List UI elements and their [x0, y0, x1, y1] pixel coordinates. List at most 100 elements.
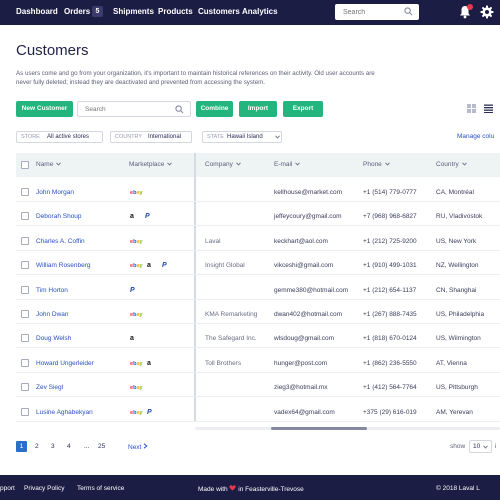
- company-cell: Insight Global: [205, 262, 245, 269]
- select-all-checkbox[interactable]: [21, 161, 29, 169]
- country-cell: CN, Shanghai: [436, 287, 477, 294]
- company-cell: The Safegard Inc.: [205, 335, 257, 342]
- global-search[interactable]: [335, 4, 419, 20]
- customer-name-link[interactable]: Deborah Shoup: [36, 213, 82, 220]
- customer-name-link[interactable]: Howard Ungerleider: [36, 360, 94, 367]
- filter-country-key: COUNTRY: [115, 134, 143, 140]
- show-trailing-text: i: [495, 443, 497, 450]
- filter-state[interactable]: STATE Hawaii Island: [202, 131, 282, 143]
- grid-view-icon[interactable]: [467, 104, 476, 113]
- nav-shipments[interactable]: Shipments: [113, 7, 154, 16]
- nav-products[interactable]: Products: [158, 7, 193, 16]
- column-header-email[interactable]: E-mail: [274, 161, 301, 168]
- column-company-label: Company: [205, 161, 233, 168]
- customer-search[interactable]: [77, 101, 191, 117]
- customer-name-link[interactable]: John Morgan: [36, 189, 74, 196]
- phone-cell: +1 (267) 888-7435: [363, 311, 417, 318]
- filter-country[interactable]: COUNTRY International: [110, 131, 192, 143]
- customer-name-link[interactable]: William Rosenberg: [36, 262, 91, 269]
- customer-search-input[interactable]: [85, 104, 170, 114]
- export-button[interactable]: Export: [283, 101, 323, 117]
- column-header-company[interactable]: Company: [205, 161, 241, 168]
- column-name-label: Name: [36, 161, 54, 168]
- page-4[interactable]: 4: [67, 443, 71, 450]
- footer-terms-link[interactable]: Terms of service: [77, 485, 125, 492]
- import-button[interactable]: Import: [239, 101, 277, 117]
- ebay-icon: ebay: [130, 361, 143, 367]
- email-cell: zieg3@hotmail.mx: [274, 384, 328, 391]
- manage-columns-link[interactable]: Manage colu: [457, 133, 495, 140]
- page-ellipsis: ...: [84, 443, 90, 450]
- row-divider: [16, 274, 500, 275]
- column-header-phone[interactable]: Phone: [363, 161, 390, 168]
- page-1[interactable]: 1: [16, 441, 27, 452]
- filter-store-key: STORE: [21, 134, 40, 140]
- row-checkbox[interactable]: [21, 261, 29, 269]
- column-header-marketplace[interactable]: Marketplace: [129, 161, 173, 168]
- country-cell: RU, Vladivostok: [436, 213, 483, 220]
- phone-cell: +1 (910) 499-1031: [363, 262, 417, 269]
- row-checkbox[interactable]: [21, 237, 29, 245]
- footer-copyright: © 2018 Laval L: [436, 485, 480, 492]
- filter-state-value: Hawaii Island: [227, 134, 263, 140]
- row-checkbox[interactable]: [21, 383, 29, 391]
- nav-orders[interactable]: Orders: [64, 7, 91, 16]
- country-cell: US, New York: [436, 238, 477, 245]
- global-search-input[interactable]: [343, 6, 403, 18]
- customer-name-link[interactable]: Zev Siegl: [36, 384, 64, 391]
- column-header-country[interactable]: Country: [436, 161, 467, 168]
- footer-support-link[interactable]: pport: [0, 485, 15, 492]
- orders-count-badge: 5: [92, 6, 103, 17]
- email-cell: kellhouse@market.com: [274, 189, 343, 196]
- row-checkbox[interactable]: [21, 310, 29, 318]
- filter-store[interactable]: STORE All active stores: [16, 131, 103, 143]
- page-25[interactable]: 25: [98, 443, 106, 450]
- footer-made-with: Made with in Feasterville-Trevose: [198, 485, 304, 493]
- chevron-down-icon: [275, 135, 280, 139]
- list-view-icon[interactable]: [484, 104, 493, 113]
- row-divider: [16, 347, 500, 348]
- per-page-value: 10: [473, 443, 481, 450]
- gear-icon[interactable]: [480, 5, 494, 19]
- search-icon: [175, 105, 184, 114]
- sort-chevron-icon: [384, 162, 390, 166]
- customer-name-link[interactable]: Doug Welsh: [36, 335, 72, 342]
- row-checkbox[interactable]: [21, 212, 29, 220]
- row-divider: [16, 201, 500, 202]
- nav-dashboard[interactable]: Dashboard: [16, 7, 58, 16]
- combine-button[interactable]: Combine: [196, 101, 233, 117]
- country-cell: US, Pittsburgh: [436, 384, 478, 391]
- ebay-icon: ebay: [130, 263, 143, 269]
- row-divider: [16, 250, 500, 251]
- nav-customers[interactable]: Customers: [198, 7, 240, 16]
- row-checkbox[interactable]: [21, 334, 29, 342]
- customer-name-link[interactable]: John Dwan: [36, 311, 69, 318]
- row-checkbox[interactable]: [21, 408, 29, 416]
- page-2[interactable]: 2: [35, 443, 39, 450]
- new-customer-button[interactable]: New Customer: [16, 101, 73, 117]
- column-header-name[interactable]: Name: [36, 161, 62, 168]
- customer-name-link[interactable]: Tim Horton: [36, 287, 68, 294]
- row-divider: [16, 421, 500, 422]
- customer-name-link[interactable]: Lusine Aghabekyan: [36, 409, 93, 416]
- email-cell: jeffeycoury@gmail.com: [274, 213, 342, 220]
- per-page-select[interactable]: 10: [469, 440, 492, 453]
- frozen-column-divider: [194, 153, 196, 421]
- row-checkbox[interactable]: [21, 359, 29, 367]
- row-checkbox[interactable]: [21, 188, 29, 196]
- chevron-down-icon: [483, 445, 488, 449]
- page-3[interactable]: 3: [51, 443, 55, 450]
- sort-chevron-icon: [235, 162, 241, 166]
- made-in-location: in Feasterville-Trevose: [238, 486, 304, 493]
- footer-privacy-link[interactable]: Privacy Policy: [24, 485, 65, 492]
- horizontal-scrollbar-thumb[interactable]: [271, 427, 367, 430]
- customer-name-link[interactable]: Charles A. Coffin: [36, 238, 85, 245]
- amazon-icon: a: [130, 335, 134, 342]
- filter-country-value: International: [148, 134, 182, 140]
- phone-cell: +1 (818) 670-0124: [363, 335, 417, 342]
- nav-analytics[interactable]: Analytics: [242, 7, 278, 16]
- next-page-link[interactable]: Next: [128, 443, 148, 451]
- row-checkbox[interactable]: [21, 286, 29, 294]
- footer: pport Privacy Policy Terms of service Ma…: [0, 475, 500, 500]
- paypal-icon: P: [162, 262, 167, 269]
